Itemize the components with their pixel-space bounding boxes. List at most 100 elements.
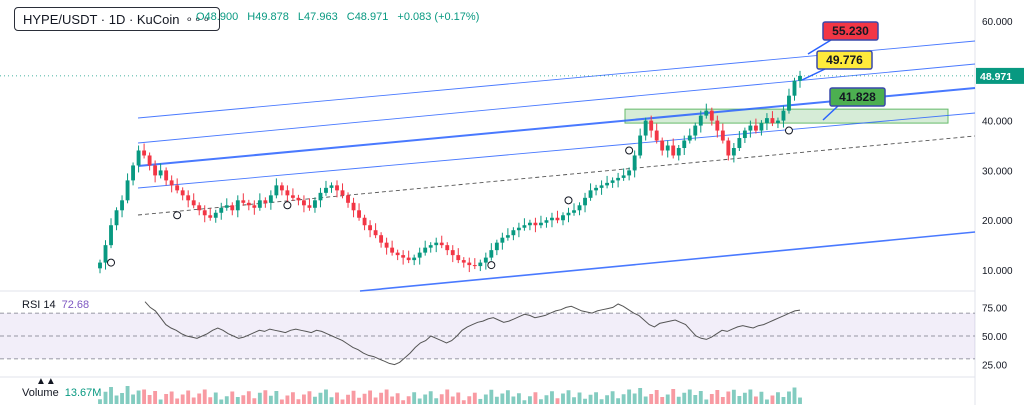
candle[interactable] — [318, 187, 323, 208]
channel-line[interactable] — [137, 63, 976, 144]
candle[interactable] — [605, 175, 610, 189]
price-label-red[interactable]: 55.230 — [807, 21, 879, 55]
more-options-icon[interactable]: ∘∘∘ — [185, 12, 212, 26]
candle[interactable] — [632, 150, 637, 178]
candle[interactable] — [274, 178, 279, 199]
candle[interactable] — [550, 212, 554, 228]
candle[interactable] — [731, 143, 736, 163]
candle[interactable] — [566, 207, 571, 223]
candle[interactable] — [665, 140, 670, 158]
candle[interactable] — [798, 70, 802, 88]
candle[interactable] — [406, 250, 411, 264]
candle[interactable] — [235, 195, 240, 218]
candle[interactable] — [555, 210, 560, 224]
candle[interactable] — [781, 105, 786, 128]
candle[interactable] — [489, 243, 494, 261]
signal-marker[interactable] — [107, 258, 116, 267]
candle[interactable] — [621, 168, 626, 181]
candle[interactable] — [500, 232, 505, 250]
candle[interactable] — [627, 167, 632, 181]
volume-legend[interactable]: Volume 13.67M — [22, 387, 101, 399]
candle[interactable] — [483, 252, 488, 270]
candle[interactable] — [131, 162, 135, 186]
candle[interactable] — [654, 123, 659, 144]
candle[interactable] — [230, 202, 235, 216]
candle[interactable] — [439, 235, 444, 249]
candle[interactable] — [748, 120, 753, 138]
candle[interactable] — [114, 207, 119, 231]
candle[interactable] — [202, 205, 207, 223]
candle[interactable] — [362, 214, 367, 231]
candle[interactable] — [643, 117, 648, 141]
candle[interactable] — [522, 218, 527, 231]
candle[interactable] — [787, 88, 791, 114]
candle[interactable] — [445, 242, 450, 256]
candle[interactable] — [472, 258, 477, 270]
candle[interactable] — [373, 223, 378, 239]
candle[interactable] — [224, 198, 229, 211]
candle[interactable] — [417, 247, 422, 265]
candle[interactable] — [120, 195, 124, 218]
candle[interactable] — [742, 127, 747, 144]
candle[interactable] — [324, 180, 328, 196]
candle[interactable] — [610, 177, 615, 188]
candle[interactable] — [649, 115, 654, 138]
candle[interactable] — [241, 193, 246, 206]
candle[interactable] — [505, 228, 510, 241]
candle[interactable] — [660, 137, 665, 156]
candle[interactable] — [263, 197, 268, 208]
channel-midline[interactable] — [137, 135, 976, 216]
candle[interactable] — [527, 219, 532, 231]
candle[interactable] — [268, 190, 273, 210]
channel-line[interactable] — [137, 112, 976, 189]
candle[interactable] — [390, 240, 395, 256]
candle[interactable] — [693, 122, 698, 141]
signal-marker[interactable] — [784, 126, 793, 135]
candle[interactable] — [142, 143, 147, 159]
candle[interactable] — [307, 198, 312, 211]
candle[interactable] — [594, 184, 598, 196]
candle[interactable] — [340, 183, 345, 199]
channel-line[interactable] — [359, 231, 976, 292]
signal-marker[interactable] — [173, 211, 182, 220]
candle[interactable] — [638, 128, 643, 159]
candle[interactable] — [164, 167, 169, 186]
candle[interactable] — [461, 257, 466, 268]
candle[interactable] — [357, 203, 361, 221]
candle[interactable] — [285, 185, 290, 203]
candle[interactable] — [516, 222, 521, 238]
candle[interactable] — [759, 120, 764, 136]
signal-marker[interactable] — [283, 201, 292, 210]
candle[interactable] — [186, 190, 191, 208]
candle[interactable] — [709, 107, 714, 126]
candle[interactable] — [103, 240, 108, 270]
candle[interactable] — [428, 242, 433, 253]
candle[interactable] — [335, 180, 339, 198]
candle[interactable] — [533, 217, 538, 233]
candle[interactable] — [158, 163, 163, 179]
candle[interactable] — [583, 192, 587, 213]
candle[interactable] — [125, 173, 130, 204]
candle[interactable] — [213, 209, 218, 223]
symbol-selector[interactable]: HYPE/USDT · 1D · KuCoin ∘∘∘ — [14, 7, 221, 31]
candle[interactable] — [726, 137, 731, 161]
candle[interactable] — [456, 248, 461, 264]
candle[interactable] — [687, 128, 692, 144]
candle[interactable] — [246, 199, 251, 211]
candle[interactable] — [109, 218, 113, 249]
candle[interactable] — [715, 115, 720, 138]
candle[interactable] — [765, 113, 769, 131]
candle[interactable] — [313, 197, 317, 213]
candle[interactable] — [329, 182, 334, 193]
candle[interactable] — [671, 138, 676, 159]
candle[interactable] — [169, 175, 174, 193]
candle[interactable] — [175, 178, 180, 194]
candle[interactable] — [494, 239, 499, 256]
candle[interactable] — [698, 110, 703, 133]
candle[interactable] — [423, 240, 428, 256]
candle[interactable] — [588, 183, 593, 201]
candle[interactable] — [599, 180, 604, 195]
candle[interactable] — [450, 245, 455, 263]
